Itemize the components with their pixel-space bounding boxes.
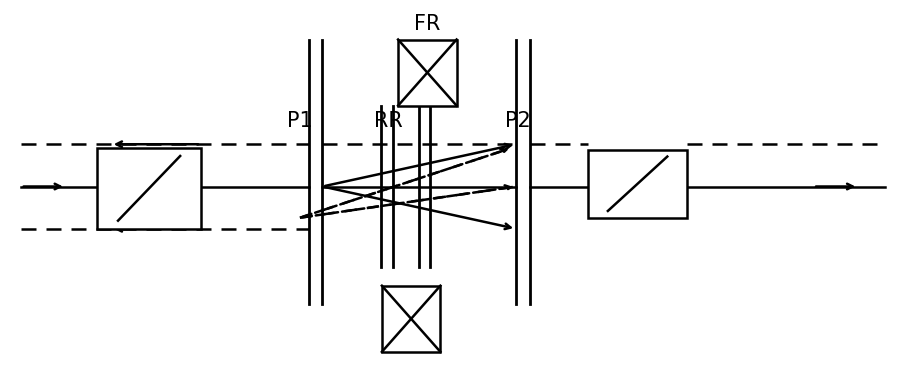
Bar (398, 40, 457, 106)
Text: P2: P2 (505, 112, 531, 131)
Bar (381, 286, 440, 352)
Text: FR: FR (414, 14, 440, 34)
Bar (588, 150, 687, 218)
Bar (97, 148, 201, 229)
Text: P1: P1 (287, 112, 313, 131)
Text: RR: RR (374, 112, 402, 131)
